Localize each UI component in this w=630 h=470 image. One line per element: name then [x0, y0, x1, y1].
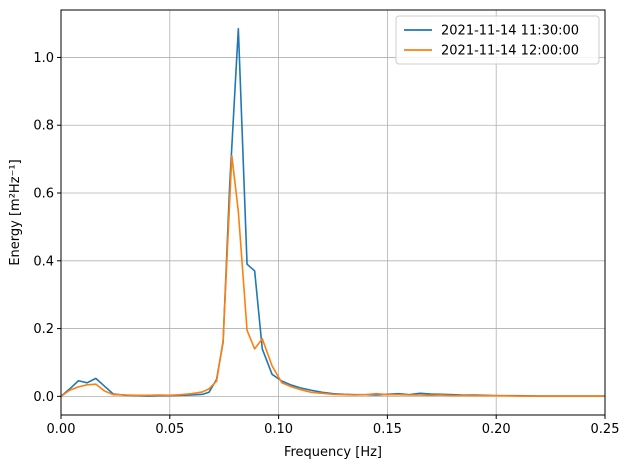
- legend: 2021-11-14 11:30:00 2021-11-14 12:00:00: [395, 15, 600, 65]
- y-tick-label: 1.0: [33, 51, 54, 66]
- x-tick-label: 0.05: [155, 422, 184, 437]
- plot-frame: [60, 9, 606, 416]
- y-tick-label: 0.2: [33, 322, 54, 337]
- x-tick-label: 0.00: [47, 422, 76, 437]
- y-tick-label: 0.8: [33, 119, 54, 134]
- legend-box: [395, 15, 600, 65]
- grid-lines: [60, 10, 606, 415]
- plot-area: [61, 10, 605, 415]
- legend-label-2: 2021-11-14 12:00:00: [441, 44, 579, 59]
- y-axis-label: Energy [m²Hz⁻¹]: [8, 159, 23, 265]
- x-tick-label: 0.10: [264, 422, 293, 437]
- y-tick-label: 0.0: [33, 390, 54, 405]
- x-axis-label: Frequency [Hz]: [284, 445, 382, 460]
- x-tick-label: 0.20: [482, 422, 511, 437]
- x-tick-label: 0.25: [591, 422, 620, 437]
- series-line-2: [61, 154, 605, 398]
- x-tick-label: 0.15: [373, 422, 402, 437]
- legend-label-1: 2021-11-14 11:30:00: [441, 24, 579, 39]
- y-tick-label: 0.4: [33, 254, 54, 269]
- y-axis-ticks: 0.0 0.2 0.4 0.6 0.8 1.0: [33, 51, 61, 405]
- series-layer: [61, 27, 605, 398]
- y-tick-label: 0.6: [33, 187, 54, 202]
- x-axis-ticks: 0.00 0.05 0.10 0.15 0.20 0.25: [47, 415, 620, 437]
